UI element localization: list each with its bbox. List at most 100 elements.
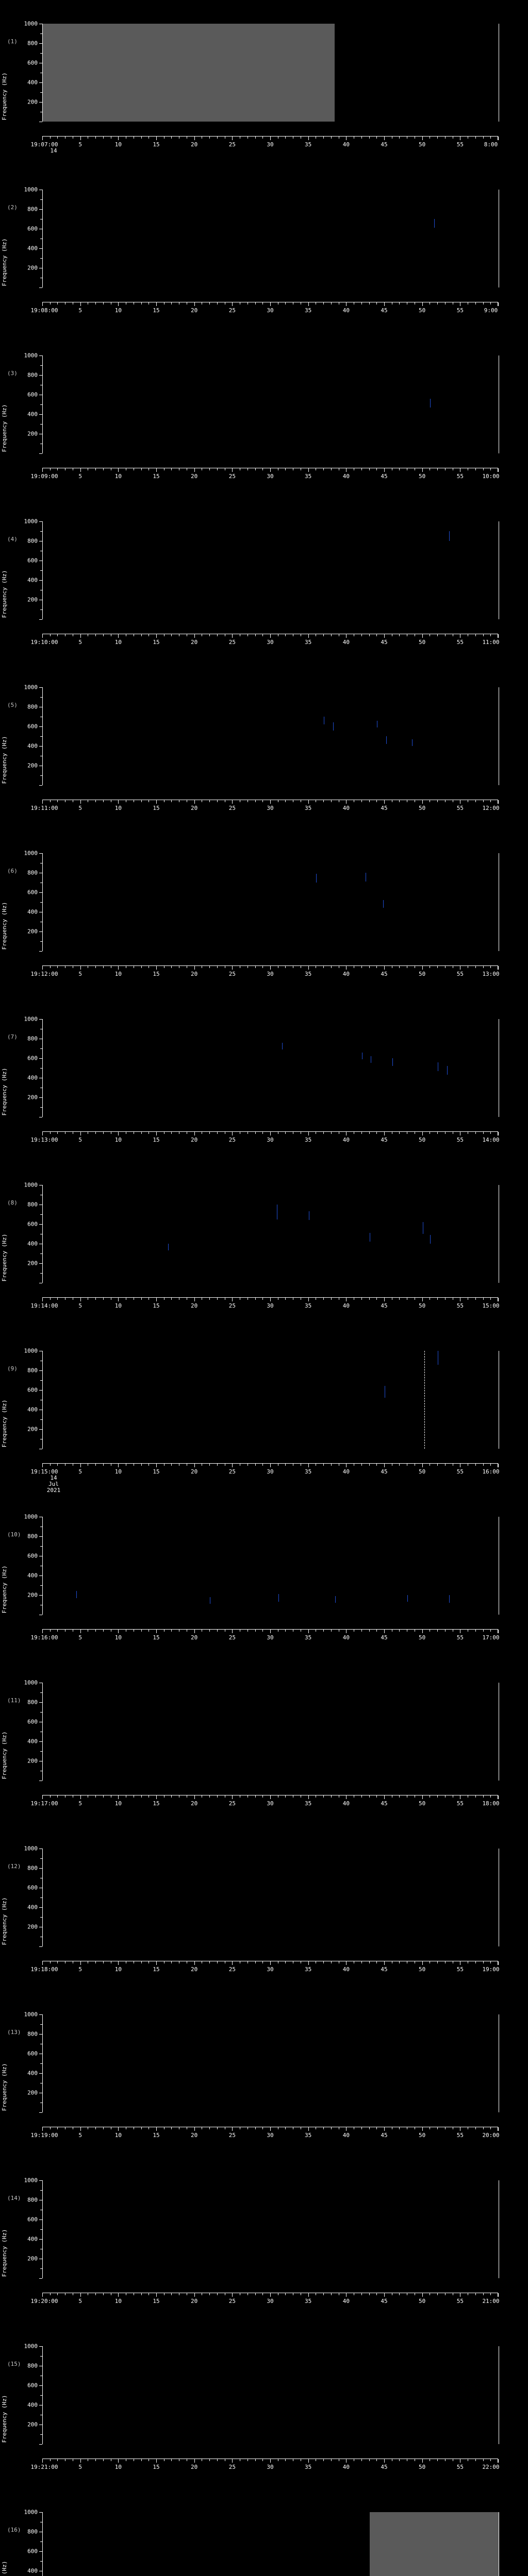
y-tick-minor bbox=[40, 1214, 42, 1215]
x-axis-cap-left bbox=[42, 966, 43, 970]
panel-index-label: (7) bbox=[7, 1033, 18, 1040]
x-tick-minor bbox=[141, 1298, 142, 1300]
x-tick-major bbox=[156, 1961, 157, 1965]
x-tick-label: 35 bbox=[305, 1468, 312, 1475]
y-axis: 1000 800 600 400 200 bbox=[15, 1016, 42, 1117]
data-block bbox=[43, 24, 335, 122]
x-tick-major bbox=[194, 137, 195, 140]
x-tick-minor bbox=[285, 137, 286, 139]
x-tick-label: 45 bbox=[381, 805, 388, 811]
panel-index-label: (3) bbox=[7, 370, 18, 377]
y-tick-label: 400 bbox=[27, 2070, 38, 2077]
y-tick-label: 800 bbox=[27, 703, 38, 710]
y-tick-major bbox=[39, 2346, 42, 2347]
detection-mark bbox=[333, 722, 334, 731]
x-tick-label: 55 bbox=[456, 1966, 464, 1973]
x-tick-minor bbox=[103, 2127, 104, 2129]
x-tick-minor bbox=[483, 1464, 484, 1466]
x-tick-major bbox=[270, 2293, 271, 2297]
x-tick-minor bbox=[217, 966, 218, 968]
x-tick-label: 35 bbox=[305, 1966, 312, 1973]
x-tick-minor bbox=[171, 1630, 172, 1632]
x-tick-major bbox=[270, 800, 271, 804]
x-tick-minor bbox=[331, 2459, 332, 2461]
x-tick-label: 25 bbox=[228, 1966, 236, 1973]
y-tick-label: 400 bbox=[27, 245, 38, 252]
y-tick-label: 200 bbox=[27, 1094, 38, 1101]
x-tick-label: 50 bbox=[419, 141, 426, 148]
plot-area-12 bbox=[42, 1849, 499, 1946]
x-tick-minor bbox=[141, 2459, 142, 2461]
x-tick-label: 20 bbox=[191, 141, 198, 148]
x-tick-minor bbox=[141, 800, 142, 802]
x-axis-start-label: 19:07:00 bbox=[30, 141, 58, 148]
x-tick-minor bbox=[255, 302, 256, 304]
y-tick-major bbox=[39, 2014, 42, 2015]
x-tick-minor bbox=[323, 966, 324, 968]
y-tick-label: 800 bbox=[27, 537, 38, 545]
plot-area-5 bbox=[42, 687, 499, 785]
x-tick-label: 20 bbox=[191, 639, 198, 646]
x-tick-minor bbox=[103, 1630, 104, 1632]
panel-16: (16)Frequency (Hz)100080060040020019:22:… bbox=[0, 2488, 528, 2576]
x-tick-minor bbox=[50, 2293, 51, 2295]
x-axis bbox=[42, 634, 499, 638]
x-tick-label: 40 bbox=[342, 1966, 350, 1973]
y-axis-label-wrap: Frequency (Hz) bbox=[1, 1351, 10, 1449]
x-tick-label: 45 bbox=[381, 1468, 388, 1475]
x-tick-label: 50 bbox=[419, 2298, 426, 2304]
x-tick-minor bbox=[255, 2459, 256, 2461]
x-tick-minor bbox=[475, 2459, 476, 2461]
x-tick-major bbox=[156, 1132, 157, 1136]
y-tick-label: 600 bbox=[27, 1221, 38, 1228]
x-tick-minor bbox=[262, 302, 263, 304]
x-tick-label: 35 bbox=[305, 1137, 312, 1143]
panel-index-label: (11) bbox=[7, 1697, 21, 1704]
x-tick-minor bbox=[255, 137, 256, 139]
x-tick-minor bbox=[323, 137, 324, 139]
x-tick-label: 25 bbox=[228, 1137, 236, 1143]
x-tick-label: 20 bbox=[191, 2132, 198, 2139]
x-tick-minor bbox=[369, 966, 370, 968]
x-tick-minor bbox=[483, 966, 484, 968]
x-tick-label: 50 bbox=[419, 1137, 426, 1143]
x-tick-minor bbox=[361, 1961, 362, 1963]
x-axis-labels: 19:12:00 5 10 15 20 25 30 35 40 45 50 55 13:00 bbox=[0, 971, 528, 991]
x-axis bbox=[42, 1961, 499, 1965]
y-tick-label: 600 bbox=[27, 1055, 38, 1062]
y-tick-major bbox=[39, 1907, 42, 1908]
y-axis-label-wrap: Frequency (Hz) bbox=[1, 1185, 10, 1283]
y-axis-label-wrap: Frequency (Hz) bbox=[1, 2512, 10, 2576]
x-tick-label: 45 bbox=[381, 1634, 388, 1641]
panel-index-label: (8) bbox=[7, 1199, 18, 1206]
y-tick-label: 400 bbox=[27, 1240, 38, 1247]
x-tick-major bbox=[232, 2127, 233, 2131]
x-tick-minor bbox=[217, 1630, 218, 1632]
x-tick-label: 30 bbox=[267, 2464, 274, 2470]
y-tick-major bbox=[39, 453, 42, 454]
x-tick-minor bbox=[490, 1464, 491, 1466]
x-tick-minor bbox=[95, 468, 96, 470]
y-tick-label: 800 bbox=[27, 2362, 38, 2369]
x-tick-label: 30 bbox=[267, 639, 274, 646]
y-tick-label: 400 bbox=[27, 908, 38, 916]
x-tick-major bbox=[118, 2459, 119, 2463]
x-tick-minor bbox=[369, 1630, 370, 1632]
x-tick-label: 55 bbox=[456, 141, 464, 148]
x-tick-minor bbox=[141, 1961, 142, 1963]
x-tick-major bbox=[194, 2127, 195, 2131]
x-tick-minor bbox=[103, 468, 104, 470]
x-axis-labels: 19:21:00 5 10 15 20 25 30 35 40 45 50 55 22:00 bbox=[0, 2464, 528, 2484]
x-tick-label: 5 bbox=[78, 1634, 82, 1641]
x-tick-minor bbox=[475, 1298, 476, 1300]
panel-13: (13) Frequency (Hz) 1000 800 600 400 200 19:19:… bbox=[0, 1991, 528, 2157]
y-tick-major bbox=[39, 1536, 42, 1537]
x-tick-minor bbox=[399, 2459, 400, 2461]
y-tick-label: 600 bbox=[27, 2382, 38, 2389]
y-tick-label: 200 bbox=[27, 1757, 38, 1765]
x-tick-minor bbox=[95, 1961, 96, 1963]
x-tick-label: 50 bbox=[419, 2464, 426, 2470]
x-tick-label: 35 bbox=[305, 307, 312, 314]
y-tick-major bbox=[39, 102, 42, 103]
panel-7: (7) Frequency (Hz) 1000 800 600 400 200 19:13:0… bbox=[0, 995, 528, 1161]
